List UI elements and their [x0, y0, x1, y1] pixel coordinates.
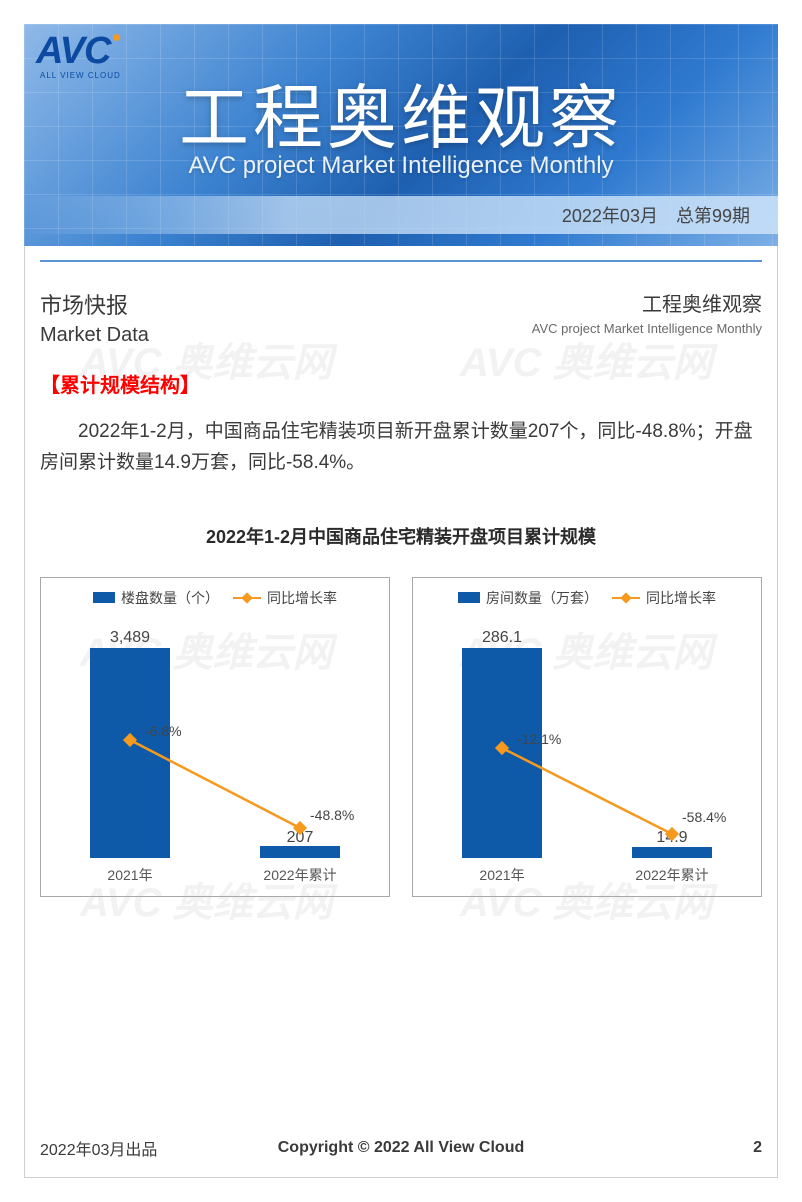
chart-left-legend: 楼盘数量（个） 同比增长率	[45, 588, 385, 608]
section-left-block: 市场快报 Market Data	[40, 288, 149, 347]
line-swatch-icon	[612, 592, 640, 604]
bar-2021	[90, 648, 170, 858]
xaxis-2022: 2022年累计	[263, 867, 336, 883]
section-left-en: Market Data	[40, 324, 149, 347]
legend-bar-item: 房间数量（万套）	[458, 588, 598, 608]
legend-line-label: 同比增长率	[646, 588, 716, 608]
chart-left-plot: 3,489 207 -6.8% -48.8% 2021年 2022年累计	[45, 618, 385, 888]
bar-2022	[260, 846, 340, 858]
legend-line-label: 同比增长率	[267, 588, 337, 608]
issue-date: 2022年03月	[562, 202, 658, 228]
chart-right-svg: 286.1 14.9 -12.1% -58.4% 2021年 2022年累计	[417, 618, 757, 888]
content-area: 市场快报 Market Data 工程奥维观察 AVC project Mark…	[40, 260, 762, 897]
logo-dot-icon	[113, 34, 120, 41]
chart-main-title: 2022年1-2月中国商品住宅精装开盘项目累计规模	[40, 523, 762, 549]
pct-2022: -58.4%	[682, 809, 726, 825]
footer-center: Copyright © 2022 All View Cloud	[40, 1139, 762, 1157]
header-band: AVC ALL VIEW CLOUD 工程奥维观察 AVC project Ma…	[24, 24, 778, 246]
legend-bar-label: 房间数量（万套）	[486, 588, 598, 608]
chart-right-legend: 房间数量（万套） 同比增长率	[417, 588, 757, 608]
legend-line-item: 同比增长率	[612, 588, 716, 608]
issue-number: 总第99期	[676, 202, 750, 228]
bar-2021-value: 286.1	[482, 629, 522, 646]
pct-2021: -12.1%	[517, 731, 561, 747]
section-right-cn: 工程奥维观察	[532, 288, 762, 317]
footer: 2022年03月出品 Copyright © 2022 All View Clo…	[40, 1136, 762, 1160]
legend-line-item: 同比增长率	[233, 588, 337, 608]
header-title-en: AVC project Market Intelligence Monthly	[24, 152, 778, 180]
header-title-cn: 工程奥维观察	[24, 62, 778, 163]
xaxis-2021: 2021年	[107, 867, 152, 883]
bar-swatch-icon	[93, 592, 115, 603]
chart-right-panel: 房间数量（万套） 同比增长率 286.1 14.9 -12.1% -	[412, 577, 762, 897]
bar-2021-value: 3,489	[110, 629, 150, 646]
body-text: 2022年1-2月，中国商品住宅精装项目新开盘累计数量207个，同比-48.8%…	[40, 416, 762, 479]
xaxis-2022: 2022年累计	[635, 867, 708, 883]
legend-bar-item: 楼盘数量（个）	[93, 588, 219, 608]
top-row: 市场快报 Market Data 工程奥维观察 AVC project Mark…	[40, 260, 762, 347]
line-swatch-icon	[233, 592, 261, 604]
chart-left-panel: 楼盘数量（个） 同比增长率 3,489 207	[40, 577, 390, 897]
section-title: 【累计规模结构】	[40, 369, 762, 398]
pct-2022: -48.8%	[310, 807, 354, 823]
section-left-cn: 市场快报	[40, 288, 149, 320]
xaxis-2021: 2021年	[479, 867, 524, 883]
legend-bar-label: 楼盘数量（个）	[121, 588, 219, 608]
chart-left-svg: 3,489 207 -6.8% -48.8% 2021年 2022年累计	[45, 618, 385, 888]
charts-row: 楼盘数量（个） 同比增长率 3,489 207	[40, 577, 762, 897]
chart-right-plot: 286.1 14.9 -12.1% -58.4% 2021年 2022年累计	[417, 618, 757, 888]
bar-2022	[632, 847, 712, 858]
section-right-block: 工程奥维观察 AVC project Market Intelligence M…	[532, 288, 762, 336]
issue-bar: 2022年03月 总第99期	[24, 196, 778, 234]
pct-2021: -6.8%	[145, 723, 182, 739]
bar-swatch-icon	[458, 592, 480, 603]
section-right-en: AVC project Market Intelligence Monthly	[532, 321, 762, 336]
